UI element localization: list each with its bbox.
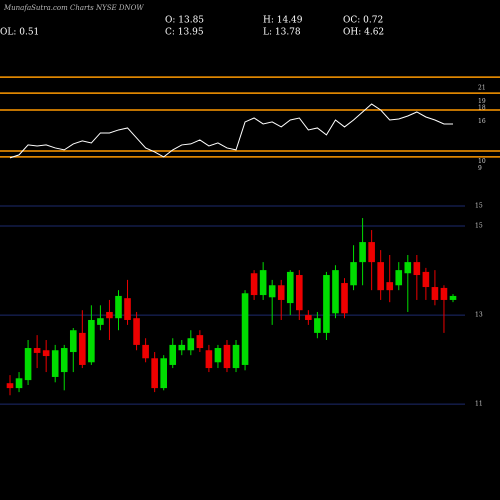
y-tick-label: 15 [475,203,483,210]
candle-body [79,332,86,365]
candle-body [97,318,104,325]
indicator-line [9,103,453,159]
candle-body [368,242,375,263]
candle-body [69,330,77,353]
y-tick-label: 15 [475,223,483,230]
candle-body [60,348,68,373]
candle-body [422,271,430,288]
candle-body [277,285,285,300]
candle-body [268,285,276,298]
stat: O: 13.85 [165,16,204,26]
candle-body [42,350,50,357]
candle-body [314,318,321,333]
y-tick-label: 13 [475,312,483,319]
y-tick-label: 19 [478,98,486,105]
candle-body [124,298,131,320]
candle-body [142,344,149,359]
candle-body [187,338,195,351]
candle-body [88,319,95,363]
candle-body [51,350,59,377]
candle-body [205,350,213,369]
candle-body [232,344,240,369]
chart-title: MunafaSutra.com Charts NYSE DNOW [3,4,144,12]
candle-body [431,287,439,300]
y-tick-label: 21 [478,85,486,92]
candle-body [115,295,122,319]
candle-body [214,348,222,363]
stat: OL: 0.51 [0,28,39,38]
stat: L: 13.78 [263,28,301,38]
candle-body [24,348,32,381]
y-tick-label: 9 [478,165,482,172]
candle-body [323,275,330,333]
candle-body [377,262,384,291]
candle-body [413,262,421,276]
candle-body [169,344,177,365]
candle-body [305,315,312,320]
candle-body [196,335,204,349]
candle-body [223,344,231,369]
y-tick-label: 16 [478,118,486,125]
candle-body [250,273,258,296]
y-tick-label: 10 [478,158,486,165]
candle-body [241,293,249,365]
candle-body [395,270,403,286]
candle-body [386,282,394,291]
candle-body [332,270,339,314]
candle-body [286,271,294,304]
candle-body [341,283,348,314]
candle-body [449,295,457,300]
candle-body [296,275,303,311]
stat: H: 14.49 [263,16,303,26]
candle-body [259,270,267,296]
stat: C: 13.95 [165,28,204,38]
candle-body [151,358,158,389]
stat: OH: 4.62 [343,28,384,38]
candle-body [359,242,366,263]
candle-body [33,348,41,353]
candle-body [15,378,23,389]
y-tick-label: 18 [478,105,486,112]
candle-body [133,318,140,345]
candle-body [160,358,167,389]
candle-body [404,262,412,274]
stat: OC: 0.72 [343,16,383,26]
y-tick-label: 11 [475,401,483,408]
candle-body [350,262,357,286]
candle-body [178,344,186,351]
candle-body [6,383,14,389]
candle-body [106,311,113,319]
candle-body [440,287,448,300]
